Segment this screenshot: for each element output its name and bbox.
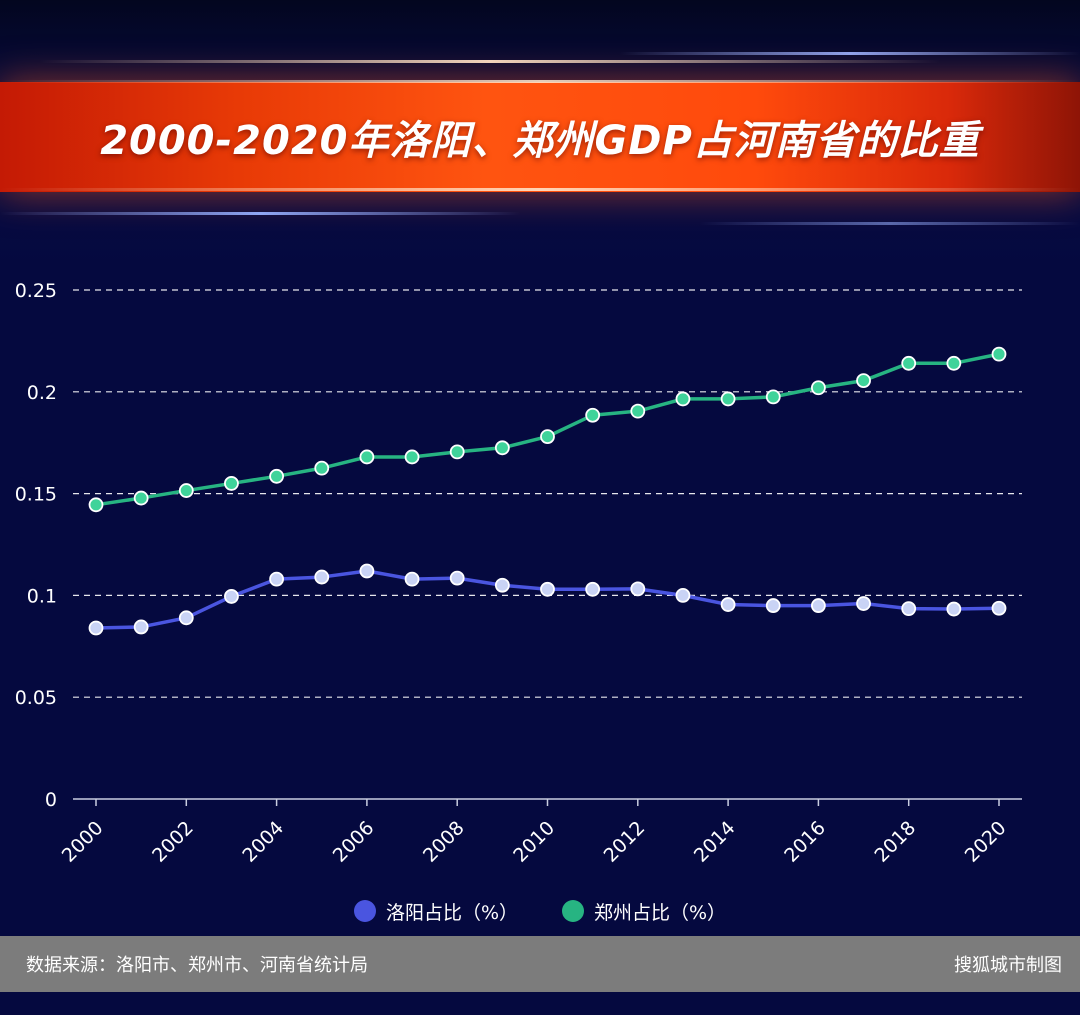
data-point [720,391,736,407]
data-point [991,346,1007,362]
light-streak [0,80,1080,83]
data-point [404,449,420,465]
data-source: 数据来源：洛阳市、郑州市、河南省统计局 [26,955,368,976]
data-point [991,600,1007,616]
y-tick-label: 0.15 [15,484,57,506]
x-tick-label: 2002 [148,817,198,867]
data-point [314,460,330,476]
banner-bar [0,82,1080,192]
data-point [811,380,826,396]
data-point [404,571,420,587]
y-tick-label: 0.05 [15,687,57,709]
light-streak [40,60,940,63]
data-point [765,598,781,613]
x-tick-label: 2016 [780,817,830,867]
data-point [675,391,691,407]
light-streak [0,212,520,215]
light-streak [700,222,1080,225]
x-tick-label: 2018 [870,817,920,867]
data-point [224,476,239,491]
data-point [133,490,149,506]
x-tick-label: 2006 [329,817,379,867]
data-point [88,497,104,513]
data-point [494,577,510,593]
data-point [540,581,555,597]
legend-marker-icon [353,900,376,922]
legend-item-zhengzhou[interactable]: 郑州占比（%） [562,898,726,925]
y-tick-label: 0.2 [27,382,57,404]
line-chart: 0 0.05 0.1 0.15 0.2 0.25 2000 2002 2004 2006 2008 2… [15,280,1022,867]
data-point [178,610,194,626]
data-point [856,373,871,389]
data-point [585,581,601,597]
footer-bar: 数据来源：洛阳市、郑州市、河南省统计局 搜狐城市制图 [0,936,1080,992]
y-tick-label: 0 [45,789,57,811]
data-point [269,468,285,484]
data-point [811,598,826,613]
data-point [269,571,285,587]
data-point [314,569,330,585]
data-point [224,589,239,604]
data-point [946,355,962,371]
data-point [359,449,375,465]
y-tick-label: 0.25 [15,280,57,302]
data-point [494,440,510,456]
data-point [88,620,104,636]
x-tick-label: 2020 [961,817,1011,867]
data-point [359,563,375,579]
data-point [901,355,917,371]
legend-label: 郑州占比（%） [594,901,727,924]
data-point [630,581,646,597]
axes: 0 0.05 0.1 0.15 0.2 0.25 2000 2002 2004 2006 2008 2… [15,280,1022,867]
data-point [675,587,691,603]
legend: 洛阳占比（%） 郑州占比（%） [0,893,1080,929]
bottom-strip [0,992,1080,1015]
data-point [856,596,871,611]
data-point [765,389,781,405]
data-point [178,483,194,498]
light-streak [620,52,1080,55]
x-tick-label: 2010 [509,817,559,867]
data-point [540,429,555,444]
data-point [720,597,736,612]
x-tick-label: 2014 [690,817,740,867]
data-point [449,570,465,586]
legend-marker-icon [562,900,584,922]
data-point [449,444,465,460]
data-point [133,619,149,635]
x-tick-label: 2008 [419,817,469,867]
data-point [630,403,646,419]
gridlines [73,289,1022,698]
light-streak [0,188,1080,191]
legend-label: 洛阳占比（%） [385,901,518,924]
data-point [901,601,917,617]
title-banner: 2000-2020年洛阳、郑州GDP占河南省的比重 [0,0,1080,268]
x-tick-label: 2000 [58,817,108,867]
series [88,346,1007,636]
credit: 搜狐城市制图 [954,955,1062,976]
y-tick-label: 0.1 [27,585,57,607]
legend-item-luoyang[interactable]: 洛阳占比（%） [353,898,518,925]
data-point [946,601,962,617]
chart-title: 2000-2020年洛阳、郑州GDP占河南省的比重 [100,118,980,164]
data-point [585,407,601,423]
x-tick-label: 2004 [238,817,288,867]
x-tick-label: 2012 [600,817,650,867]
